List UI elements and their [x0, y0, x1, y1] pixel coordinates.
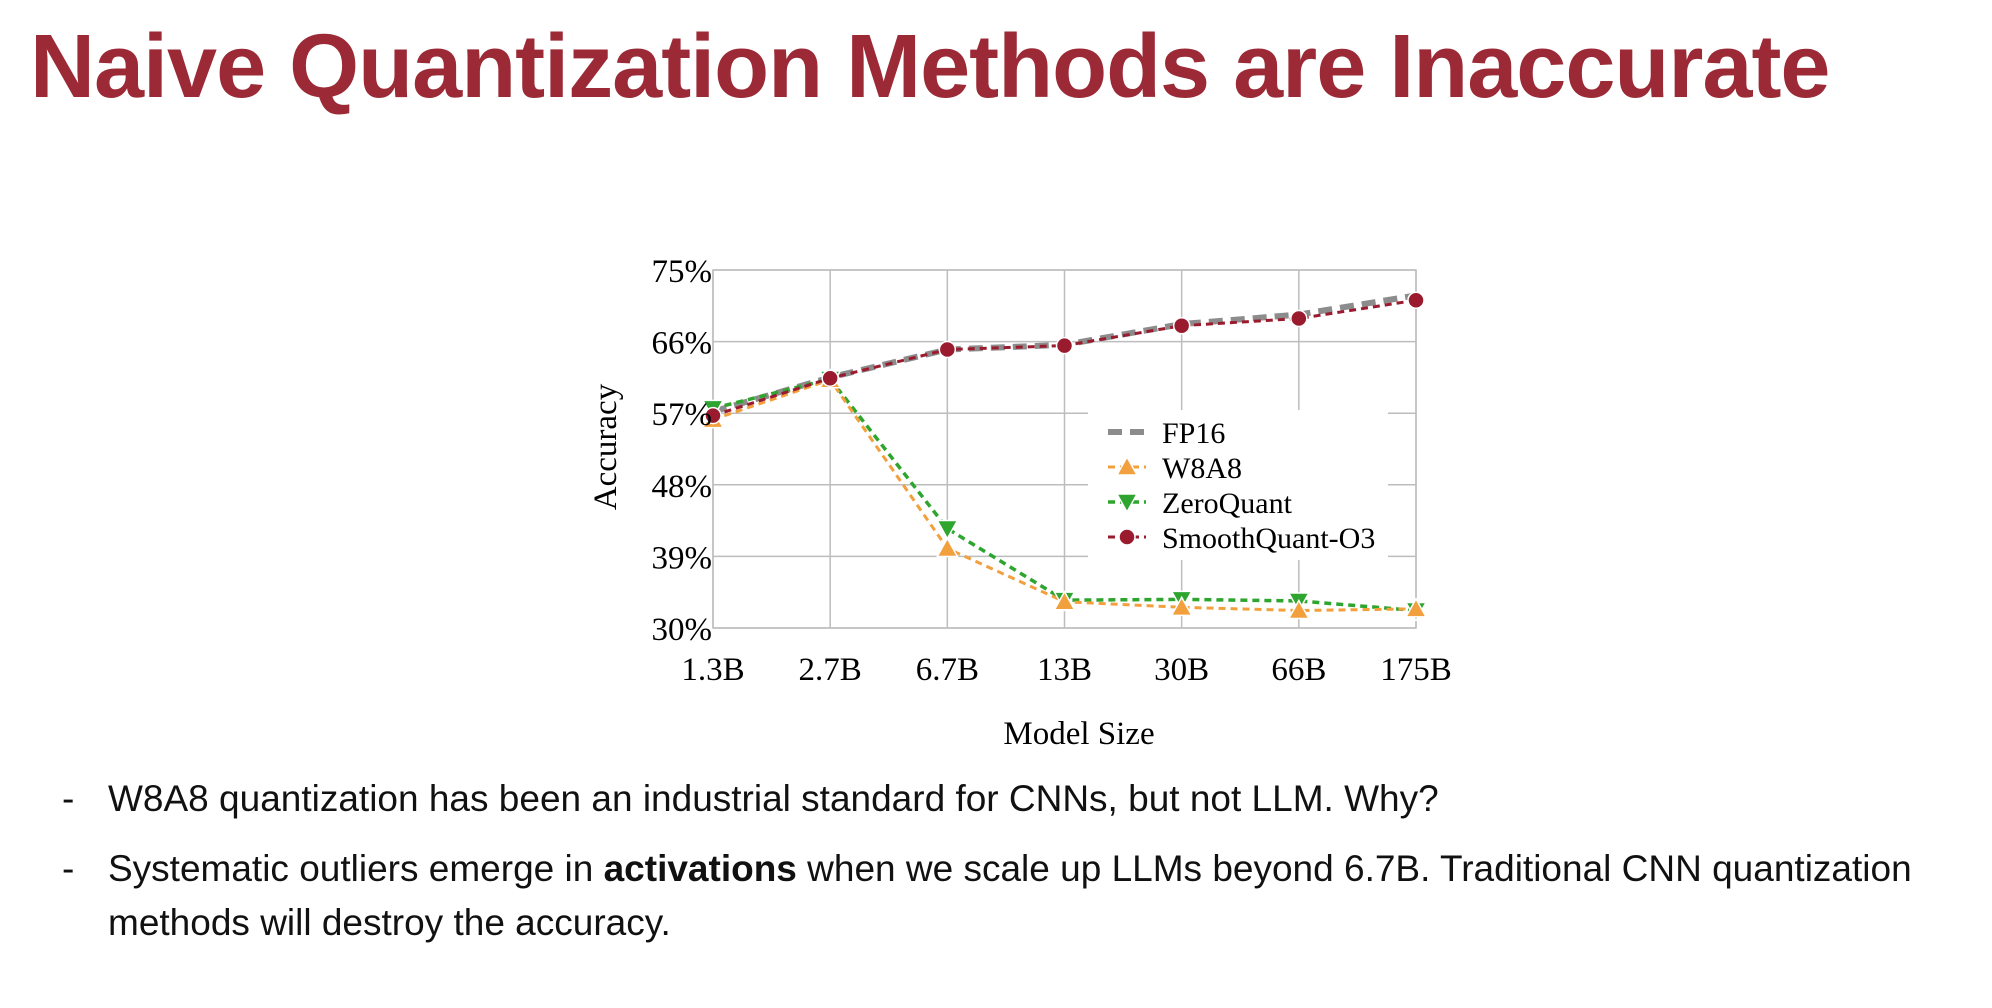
- legend-marker-smoothquant-o3: [1118, 528, 1136, 546]
- y-tick-label: 48%: [652, 469, 713, 505]
- x-tick-label: 2.7B: [799, 652, 862, 688]
- point-w8a8: [936, 536, 959, 558]
- point-smoothquant-o3: [704, 406, 722, 425]
- point-w8a8: [1053, 590, 1076, 611]
- x-tick-label: 66B: [1271, 652, 1326, 688]
- point-smoothquant-o3: [821, 369, 839, 387]
- x-tick-label: 175B: [1380, 652, 1452, 688]
- bullet-text: Systematic outliers emerge in: [108, 848, 604, 889]
- legend-marker-zeroquant: [1115, 493, 1139, 514]
- point-zeroquant: [936, 519, 959, 541]
- point-smoothquant-o3: [938, 340, 957, 359]
- legend-label-zeroquant: ZeroQuant: [1162, 487, 1293, 520]
- point-smoothquant-o3: [1407, 291, 1425, 309]
- accuracy-line-chart: 30% 39% 48% 57% 66% 75% 1.3B 2.7B 6.7B 13B 30B 66B…: [588, 254, 1452, 752]
- bullet-item: - Systematic outliers emerge in activatio…: [62, 842, 1942, 950]
- bullet-list: - W8A8 quantization has been an industria…: [62, 772, 1942, 966]
- x-tick-labels: 1.3B 2.7B 6.7B 13B 30B 66B 175B: [681, 652, 1451, 688]
- y-tick-label: 66%: [652, 326, 713, 362]
- x-tick-label: 30B: [1154, 652, 1209, 688]
- slide-title: Naive Quantization Methods are Inaccurat…: [30, 17, 1830, 117]
- bullet-dash: -: [62, 848, 75, 889]
- x-tick-label: 13B: [1037, 652, 1092, 688]
- point-w8a8: [1404, 597, 1428, 618]
- legend-label-fp16: FP16: [1162, 417, 1225, 450]
- x-axis-label: Model Size: [1003, 716, 1154, 752]
- bullet-text: W8A8 quantization has been an industrial…: [108, 778, 1439, 819]
- legend-label-w8a8: W8A8: [1162, 452, 1242, 485]
- y-tick-labels: 30% 39% 48% 57% 66% 75%: [652, 254, 713, 648]
- grid-lines: [712, 269, 1417, 629]
- legend-label-smoothquant-o3: SmoothQuant-O3: [1162, 522, 1375, 555]
- point-w8a8: [1170, 595, 1193, 617]
- point-smoothquant-o3: [1172, 316, 1191, 335]
- y-tick-label: 75%: [652, 254, 713, 290]
- x-tick-label: 6.7B: [916, 652, 979, 688]
- bullet-text: when we scale up LLMs beyond 6.7B. Tradi…: [108, 848, 1912, 943]
- bullet-dash: -: [62, 778, 75, 819]
- bullet-item: - W8A8 quantization has been an industria…: [62, 772, 1942, 826]
- y-tick-label: 39%: [652, 540, 713, 576]
- point-smoothquant-o3: [1290, 309, 1308, 328]
- series-markers: [701, 291, 1428, 623]
- y-tick-label: 57%: [652, 397, 713, 433]
- bullet-text-bold: activations: [603, 848, 797, 889]
- y-axis-label: Accuracy: [588, 383, 624, 510]
- x-tick-label: 1.3B: [681, 652, 744, 688]
- y-tick-label: 30%: [652, 612, 713, 648]
- point-smoothquant-o3: [1055, 336, 1074, 355]
- point-w8a8: [1287, 598, 1311, 620]
- legend-marker-w8a8: [1115, 455, 1139, 476]
